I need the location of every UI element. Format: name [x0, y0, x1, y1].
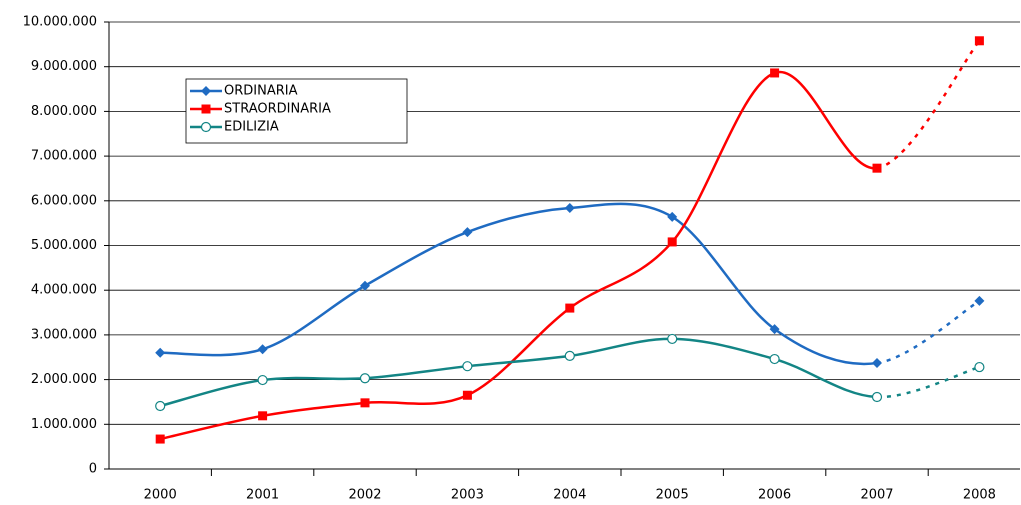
- marker: [564, 350, 575, 362]
- marker: [462, 361, 473, 372]
- marker: [769, 324, 780, 335]
- y-tick-label: 2.000.000: [31, 372, 97, 387]
- marker: [872, 163, 882, 173]
- y-tick-label: 10.000.000: [23, 15, 97, 30]
- y-tick-label: 3.000.000: [31, 327, 97, 342]
- marker: [872, 358, 882, 369]
- marker: [769, 353, 780, 365]
- marker: [155, 400, 166, 412]
- marker: [974, 36, 984, 46]
- y-tick-label: 5.000.000: [31, 238, 97, 253]
- x-tick-label: 2005: [656, 488, 689, 503]
- legend: ORDINARIA STRAORDINARIA EDILIZIA: [185, 78, 408, 144]
- marker: [462, 227, 473, 238]
- marker: [201, 86, 211, 96]
- y-tick-label: 1.000.000: [31, 417, 97, 432]
- marker: [257, 344, 268, 355]
- series-line-dashed: [876, 365, 980, 399]
- x-tick-label: 2001: [246, 488, 279, 503]
- marker: [770, 68, 780, 78]
- y-tick-label: 4.000.000: [31, 283, 97, 298]
- x-tick-label: 2007: [860, 488, 893, 503]
- y-tick-label: 8.000.000: [31, 104, 97, 119]
- marker: [871, 391, 883, 403]
- x-tick-label: 2002: [348, 488, 381, 503]
- marker: [360, 398, 370, 408]
- marker: [155, 434, 165, 444]
- x-tick-label: 2000: [144, 488, 177, 503]
- marker: [974, 361, 985, 373]
- series-line: [160, 202, 878, 366]
- marker: [667, 237, 677, 247]
- legend-label: ORDINARIA: [224, 84, 298, 99]
- marker: [462, 390, 472, 400]
- legend-label: EDILIZIA: [224, 120, 279, 135]
- marker: [257, 374, 268, 386]
- y-tick-label: 9.000.000: [31, 59, 97, 74]
- marker: [667, 333, 678, 345]
- marker: [200, 121, 212, 133]
- y-tick-label: 7.000.000: [31, 149, 97, 164]
- marker: [565, 303, 575, 313]
- marker: [564, 202, 575, 213]
- legend-box: [185, 78, 408, 144]
- series-line: [159, 337, 878, 408]
- marker: [155, 347, 166, 358]
- marker: [201, 104, 211, 114]
- x-tick-label: 2006: [758, 488, 791, 503]
- marker: [359, 373, 371, 384]
- x-tick-label: 2004: [553, 488, 586, 503]
- series-line-dashed: [876, 39, 981, 170]
- marker: [258, 411, 268, 421]
- x-tick-label: 2003: [451, 488, 484, 503]
- y-tick-label: 6.000.000: [31, 193, 97, 208]
- series-line-dashed: [876, 299, 981, 365]
- marker: [667, 211, 678, 222]
- x-tick-label: 2008: [963, 488, 996, 503]
- legend-label: STRAORDINARIA: [224, 102, 331, 117]
- marker: [974, 295, 985, 306]
- y-tick-label: 0: [89, 462, 97, 477]
- marker: [360, 280, 370, 291]
